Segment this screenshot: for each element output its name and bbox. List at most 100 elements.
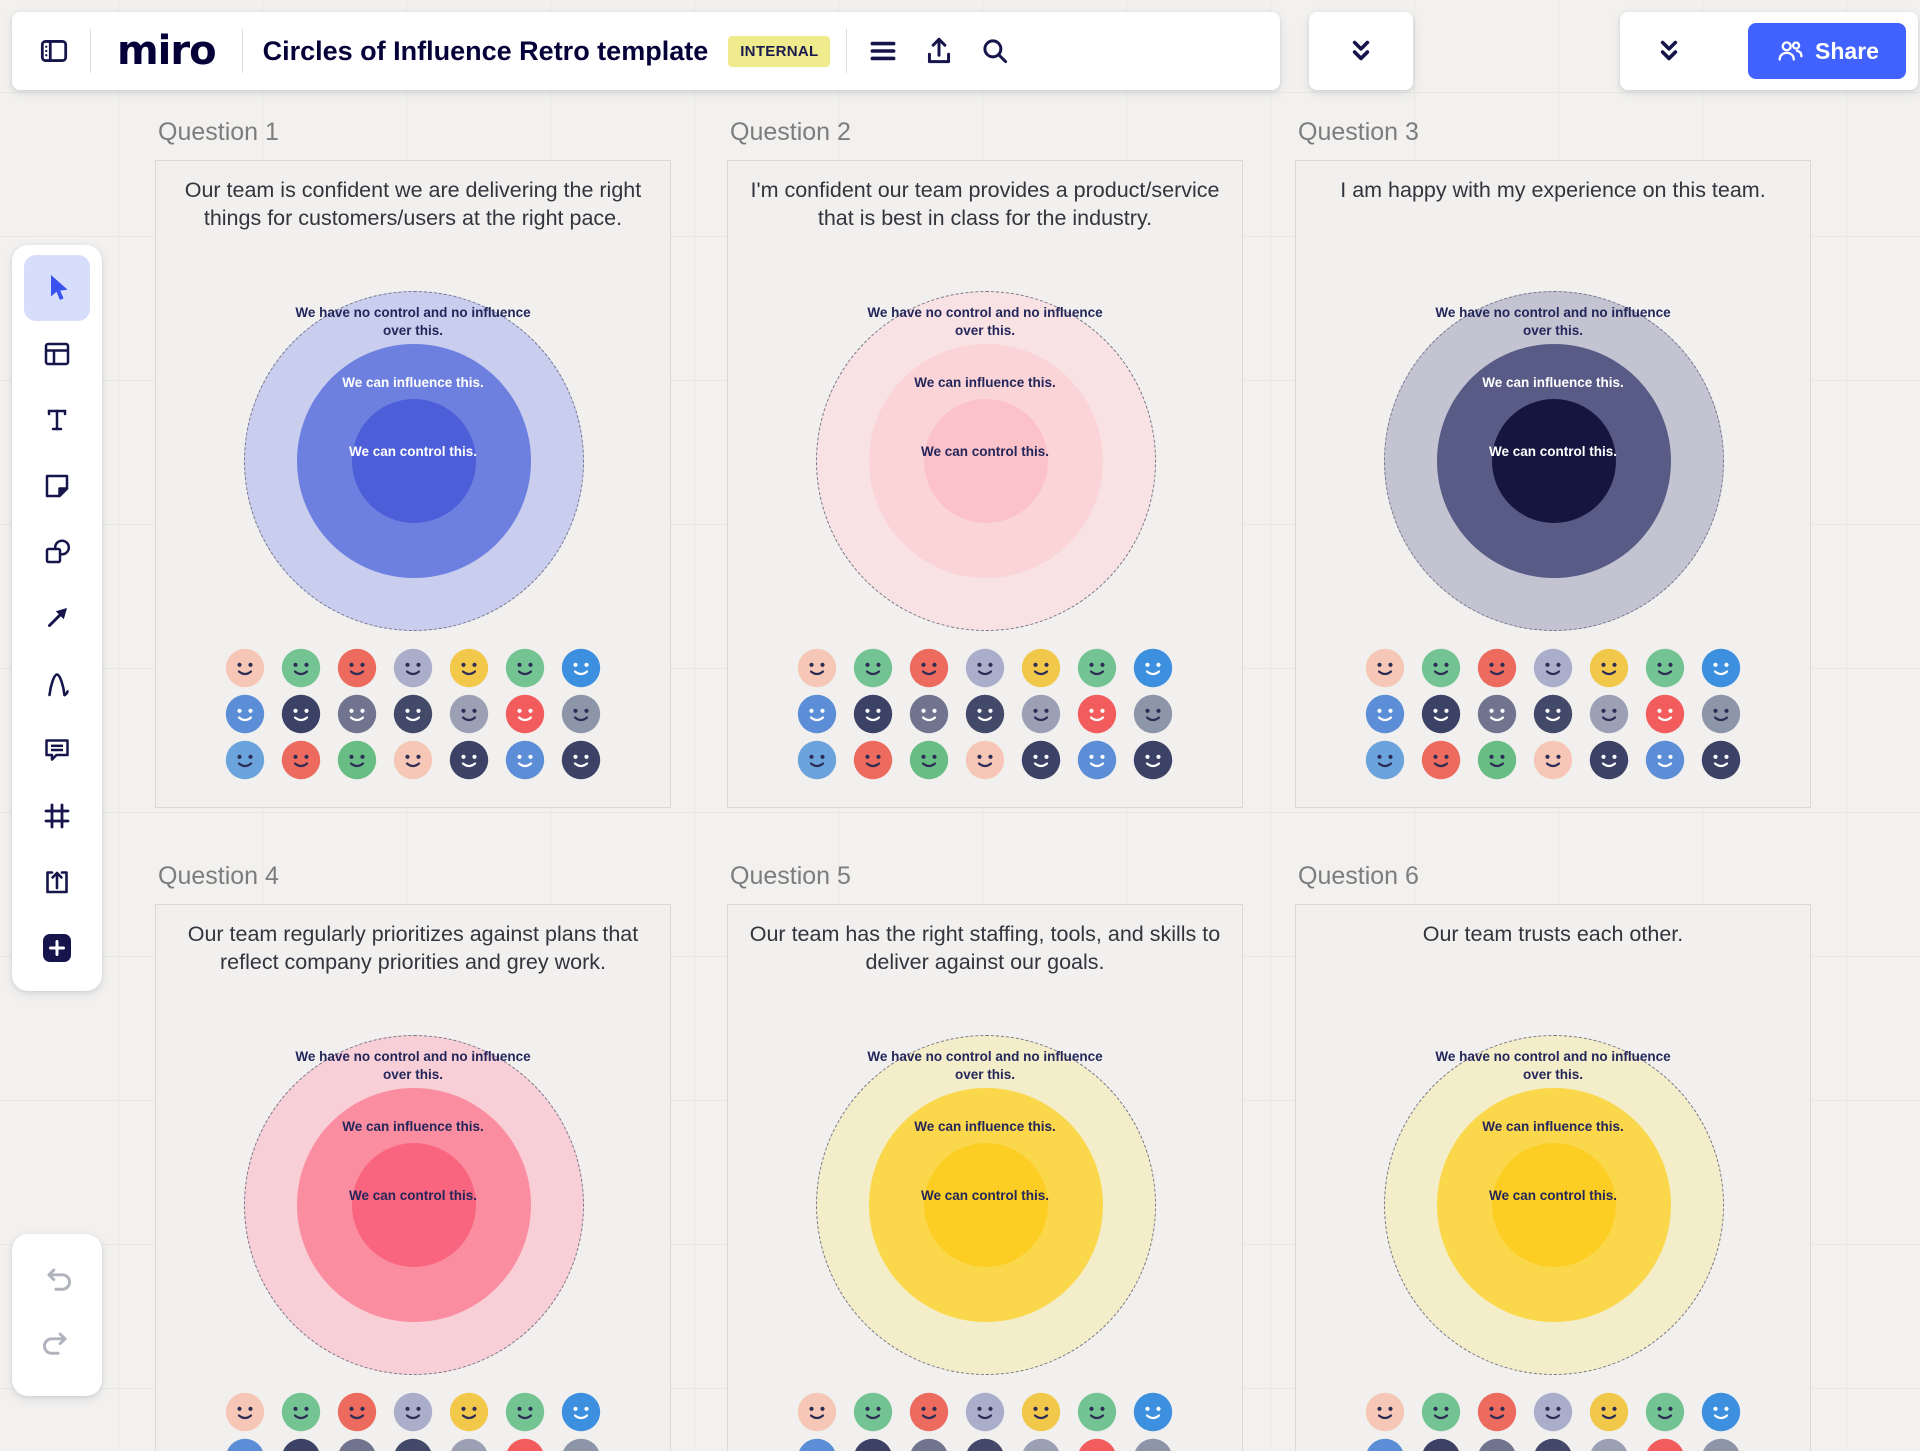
- middle-circle-label[interactable]: We can influence this.: [342, 375, 484, 390]
- harley-quinn-avatar[interactable]: [853, 694, 893, 734]
- hockey-mask-avatar[interactable]: [561, 740, 601, 780]
- frame-title[interactable]: Question 1: [158, 118, 279, 146]
- blonde-woman-avatar[interactable]: [1077, 694, 1117, 734]
- text-tool[interactable]: [24, 387, 90, 453]
- middle-circle-label[interactable]: We can influence this.: [914, 375, 1056, 390]
- inner-circle[interactable]: [352, 399, 476, 523]
- batman-avatar[interactable]: [1589, 648, 1629, 688]
- harley-quinn-avatar[interactable]: [281, 1438, 321, 1451]
- middle-circle-label[interactable]: We can influence this.: [1482, 1119, 1624, 1134]
- dino-in-boat-avatar[interactable]: [337, 648, 377, 688]
- inner-circle[interactable]: [924, 399, 1048, 523]
- inner-circle[interactable]: [1492, 399, 1616, 523]
- middle-circle-label[interactable]: We can influence this.: [914, 1119, 1056, 1134]
- hockey-mask-avatar[interactable]: [1701, 740, 1741, 780]
- frame-title[interactable]: Question 6: [1298, 862, 1419, 890]
- zombie-avatar[interactable]: [797, 694, 837, 734]
- inner-circle[interactable]: [352, 1143, 476, 1267]
- bear-avatar[interactable]: [225, 648, 265, 688]
- no-face-avatar[interactable]: [561, 648, 601, 688]
- grandma-avatar[interactable]: [1077, 648, 1117, 688]
- sloth-avatar[interactable]: [1477, 1438, 1517, 1451]
- zombie-avatar[interactable]: [225, 694, 265, 734]
- inner-circle[interactable]: [1492, 1143, 1616, 1267]
- comment-tool[interactable]: [24, 717, 90, 783]
- avocado-avatar[interactable]: [561, 694, 601, 734]
- pencil-avatar[interactable]: [337, 740, 377, 780]
- blonde-woman-avatar[interactable]: [1645, 1438, 1685, 1451]
- frame-panel[interactable]: Our team trusts each other. We have no co…: [1295, 904, 1811, 1451]
- punk-avatar[interactable]: [393, 1392, 433, 1432]
- heisenberg-avatar[interactable]: [797, 740, 837, 780]
- grandma-avatar[interactable]: [1645, 1392, 1685, 1432]
- miro-logo[interactable]: miro: [117, 28, 217, 74]
- sloth-avatar[interactable]: [337, 694, 377, 734]
- question-text[interactable]: Our team has the right staffing, tools, …: [749, 922, 1221, 974]
- cactus-avatar[interactable]: [393, 740, 433, 780]
- rainbow-cloud-avatar[interactable]: [505, 740, 545, 780]
- rainbow-cloud-avatar[interactable]: [1645, 740, 1685, 780]
- sheep-avatar[interactable]: [1533, 694, 1573, 734]
- cactus-avatar[interactable]: [1533, 740, 1573, 780]
- luchador-avatar[interactable]: [853, 740, 893, 780]
- bear-avatar[interactable]: [797, 648, 837, 688]
- inner-circle-label[interactable]: We can control this.: [1296, 1187, 1810, 1205]
- bear-avatar[interactable]: [797, 1392, 837, 1432]
- search-button[interactable]: [975, 31, 1015, 71]
- hockey-mask-avatar[interactable]: [1133, 740, 1173, 780]
- batman-avatar[interactable]: [449, 648, 489, 688]
- sheep-avatar[interactable]: [965, 694, 1005, 734]
- no-face-avatar[interactable]: [1133, 648, 1173, 688]
- batman-avatar[interactable]: [449, 1392, 489, 1432]
- cactus-avatar[interactable]: [965, 740, 1005, 780]
- question-text[interactable]: Our team is confident we are delivering …: [184, 178, 642, 230]
- batman-avatar[interactable]: [1021, 648, 1061, 688]
- middle-circle-label[interactable]: We can influence this.: [1482, 375, 1624, 390]
- grandma-avatar[interactable]: [505, 648, 545, 688]
- outer-circle-label[interactable]: We have no control and no influence over…: [728, 1048, 1242, 1084]
- zombie-avatar[interactable]: [797, 1438, 837, 1451]
- outer-circle-label[interactable]: We have no control and no influence over…: [1296, 1048, 1810, 1084]
- sloth-avatar[interactable]: [1477, 694, 1517, 734]
- frame-tool[interactable]: [24, 783, 90, 849]
- avocado-avatar[interactable]: [561, 1438, 601, 1451]
- heisenberg-avatar[interactable]: [1365, 740, 1405, 780]
- aviator-kid-avatar[interactable]: [281, 1392, 321, 1432]
- frame-panel[interactable]: Our team regularly prioritizes against p…: [155, 904, 671, 1451]
- aviator-kid-avatar[interactable]: [281, 648, 321, 688]
- dino-in-boat-avatar[interactable]: [1477, 648, 1517, 688]
- inner-circle[interactable]: [924, 1143, 1048, 1267]
- bear-avatar[interactable]: [1365, 1392, 1405, 1432]
- inner-circle-label[interactable]: We can control this.: [156, 443, 670, 461]
- aviator-kid-avatar[interactable]: [1421, 648, 1461, 688]
- templates-tool[interactable]: [24, 321, 90, 387]
- chaplin-avatar[interactable]: [449, 694, 489, 734]
- sheep-avatar[interactable]: [393, 694, 433, 734]
- harley-quinn-avatar[interactable]: [853, 1438, 893, 1451]
- avocado-avatar[interactable]: [1701, 694, 1741, 734]
- redo-button[interactable]: [24, 1310, 90, 1374]
- sheep-avatar[interactable]: [393, 1438, 433, 1451]
- frame-title[interactable]: Question 2: [730, 118, 851, 146]
- no-face-avatar[interactable]: [1701, 1392, 1741, 1432]
- outer-circle-label[interactable]: We have no control and no influence over…: [156, 1048, 670, 1084]
- chaplin-avatar[interactable]: [1589, 1438, 1629, 1451]
- chaplin-avatar[interactable]: [1589, 694, 1629, 734]
- inner-circle-label[interactable]: We can control this.: [1296, 443, 1810, 461]
- sloth-avatar[interactable]: [909, 1438, 949, 1451]
- bandit-avatar[interactable]: [449, 740, 489, 780]
- sticky-note-tool[interactable]: [24, 453, 90, 519]
- inner-circle-label[interactable]: We can control this.: [728, 443, 1242, 461]
- zombie-avatar[interactable]: [1365, 1438, 1405, 1451]
- harley-quinn-avatar[interactable]: [1421, 694, 1461, 734]
- frame-title[interactable]: Question 3: [1298, 118, 1419, 146]
- punk-avatar[interactable]: [965, 648, 1005, 688]
- export-button[interactable]: [919, 31, 959, 71]
- bandit-avatar[interactable]: [1589, 740, 1629, 780]
- chaplin-avatar[interactable]: [449, 1438, 489, 1451]
- blonde-woman-avatar[interactable]: [1645, 694, 1685, 734]
- question-text[interactable]: I am happy with my experience on this te…: [1340, 178, 1766, 202]
- frame-panel[interactable]: Our team is confident we are delivering …: [155, 160, 671, 808]
- batman-avatar[interactable]: [1021, 1392, 1061, 1432]
- add-more-tool[interactable]: [24, 915, 90, 981]
